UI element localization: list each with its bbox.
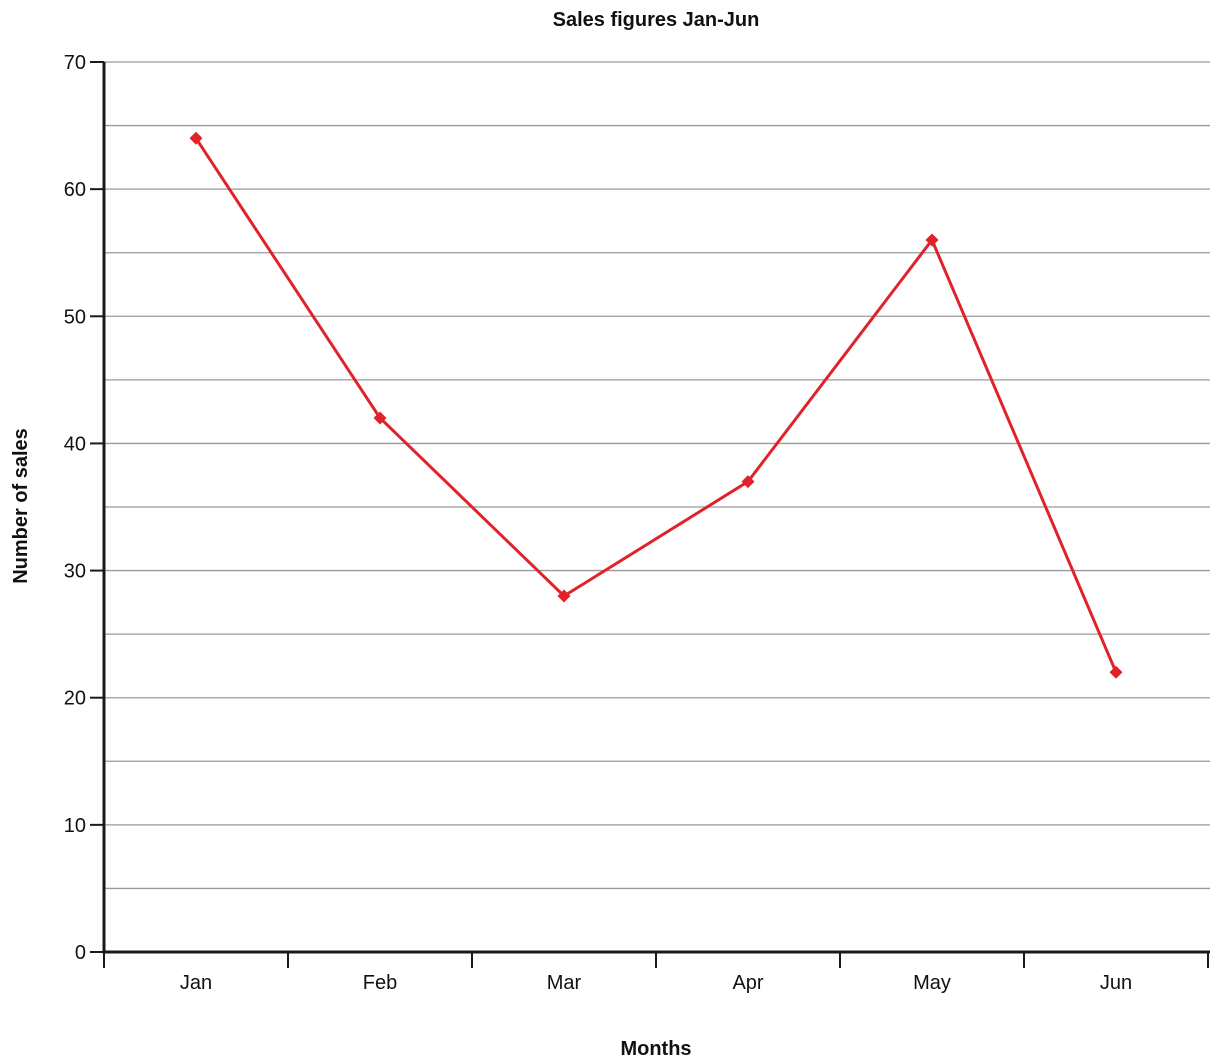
data-point-marker bbox=[925, 233, 939, 247]
series-layer bbox=[189, 131, 1123, 679]
y-tick-label: 10 bbox=[64, 815, 86, 837]
chart-title: Sales figures Jan-Jun bbox=[553, 9, 760, 31]
data-point-marker bbox=[557, 589, 571, 603]
axis-frame bbox=[102, 62, 1210, 954]
series-line bbox=[194, 137, 1118, 673]
data-point-marker bbox=[741, 475, 755, 489]
x-tick-label: May bbox=[913, 972, 951, 994]
x-tick-label: Jun bbox=[1100, 972, 1132, 994]
x-tick-label: Feb bbox=[363, 972, 397, 994]
y-axis-ticks: 0 10 20 30 40 50 60 70 bbox=[64, 52, 104, 964]
y-tick-label: 40 bbox=[64, 433, 86, 455]
x-axis-ticks: Jan Feb Mar Apr May Jun bbox=[103, 952, 1209, 994]
y-tick-label: 70 bbox=[64, 52, 86, 74]
x-tick-label: Jan bbox=[180, 972, 212, 994]
axes bbox=[102, 62, 1210, 954]
data-point-marker bbox=[373, 411, 387, 425]
x-tick-label: Apr bbox=[732, 972, 763, 994]
gridlines bbox=[104, 61, 1210, 890]
x-tick-label: Mar bbox=[547, 972, 582, 994]
y-tick-label: 60 bbox=[64, 179, 86, 201]
y-tick-label: 0 bbox=[75, 942, 86, 964]
data-point-marker bbox=[189, 131, 203, 145]
y-tick-label: 20 bbox=[64, 688, 86, 710]
y-tick-label: 30 bbox=[64, 561, 86, 583]
y-axis-label: Number of sales bbox=[10, 428, 32, 584]
y-tick-label: 50 bbox=[64, 306, 86, 328]
x-axis-label: Months bbox=[620, 1038, 691, 1059]
data-point-marker bbox=[1109, 665, 1123, 679]
